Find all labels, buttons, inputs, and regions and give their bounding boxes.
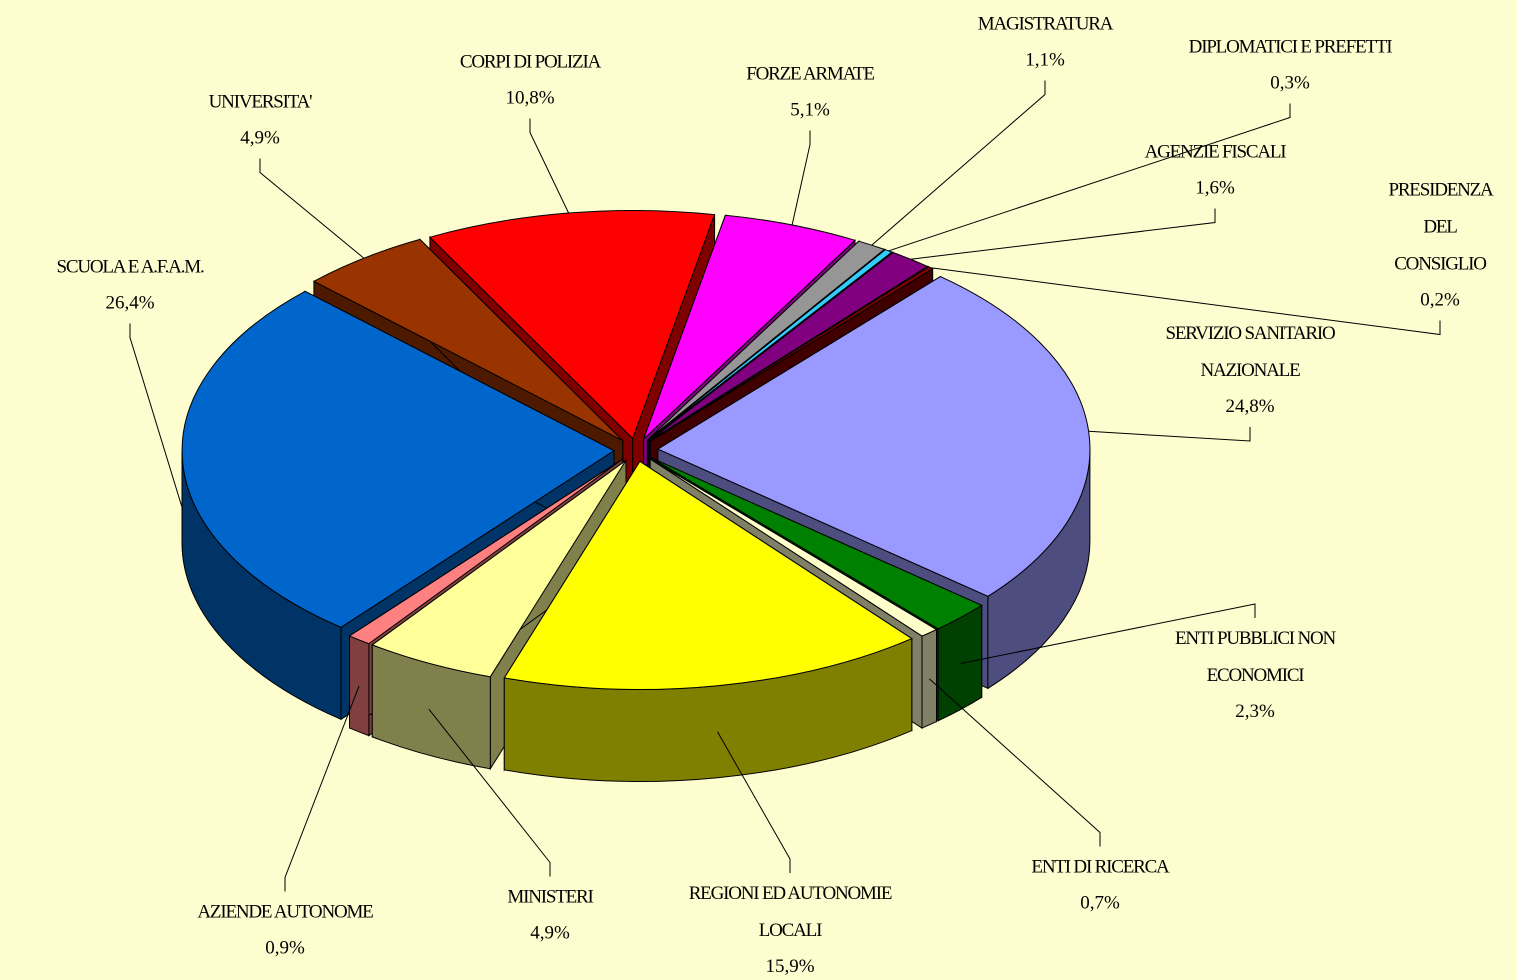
leader-line xyxy=(129,323,184,510)
leader-line xyxy=(888,103,1291,252)
value-label: 26,4% xyxy=(105,292,155,314)
category-label: MAGISTRATURA xyxy=(977,13,1114,35)
slice-label: ENTI DI RICERCA 0,7% xyxy=(1031,849,1169,922)
slice xyxy=(371,459,627,678)
slice-label: SERVIZIO SANITARIO NAZIONALE 24,8% xyxy=(1165,315,1335,425)
leader-line xyxy=(428,708,551,877)
slice-label: MAGISTRATURA 1,1% xyxy=(977,6,1114,79)
leader-line xyxy=(930,267,1441,336)
category-label: AZIENDE AUTONOME xyxy=(197,901,373,923)
slice xyxy=(650,266,934,442)
slice-label: CORPI DI POLIZIA 10,8% xyxy=(459,44,601,117)
slice xyxy=(651,457,983,630)
value-label: 10,8% xyxy=(505,87,555,109)
slice xyxy=(649,458,938,637)
value-label: 0,2% xyxy=(1420,289,1460,311)
category-label: CORPI DI POLIZIA xyxy=(459,51,601,73)
value-label: 4,9% xyxy=(530,922,570,944)
category-label: FORZE ARMATE xyxy=(746,63,875,85)
category-label: REGIONI ED AUTONOMIE LOCALI xyxy=(688,883,893,941)
category-label: SERVIZIO SANITARIO NAZIONALE xyxy=(1165,323,1335,381)
leader-line xyxy=(791,130,811,226)
category-label: SCUOLA E A.F.A.M. xyxy=(56,256,204,278)
leader-line xyxy=(259,158,365,259)
category-label: ENTI DI RICERCA xyxy=(1031,856,1169,878)
slice-label: SCUOLA E A.F.A.M. 26,4% xyxy=(56,249,204,322)
value-label: 0,9% xyxy=(265,937,305,959)
value-label: 5,1% xyxy=(790,99,830,121)
category-label: MINISTERI xyxy=(507,886,593,908)
value-label: 0,7% xyxy=(1080,892,1120,914)
slice xyxy=(348,458,623,645)
slice-label: UNIVERSITA' 4,9% xyxy=(208,84,313,157)
slice xyxy=(647,249,893,441)
value-label: 0,3% xyxy=(1270,72,1310,94)
slice-label: REGIONI ED AUTONOMIE LOCALI 15,9% xyxy=(688,875,893,980)
category-label: DIPLOMATICI E PREFETTI xyxy=(1188,36,1393,58)
value-label: 4,9% xyxy=(240,127,280,149)
leader-line xyxy=(910,208,1216,260)
value-label: 2,3% xyxy=(1235,701,1275,722)
leader-line xyxy=(284,685,360,892)
value-label: 24,8% xyxy=(1225,396,1275,417)
category-label: UNIVERSITA' xyxy=(208,91,313,113)
slice xyxy=(428,209,716,440)
slice xyxy=(181,290,615,628)
slice-label: AZIENDE AUTONOME 0,9% xyxy=(197,894,373,967)
category-label: ENTI PUBBLICI NON ECONOMICI xyxy=(1174,628,1336,686)
slice-side xyxy=(921,628,937,729)
slice xyxy=(643,214,856,440)
leader-line xyxy=(960,603,1256,664)
leader-line xyxy=(529,118,570,214)
leader-line xyxy=(717,731,791,873)
value-label: 1,6% xyxy=(1195,177,1235,199)
slice xyxy=(656,276,1091,597)
slice-label: PRESIDENZA DEL CONSIGLIO 0,2% xyxy=(1388,172,1493,319)
slice-label: ENTI PUBBLICI NON ECONOMICI 2,3% xyxy=(1174,620,1336,730)
slice-label: AGENZIE FISCALI 1,6% xyxy=(1144,134,1287,207)
slice-label: MINISTERI 4,9% xyxy=(507,879,593,952)
leader-line xyxy=(929,678,1101,847)
slice-label: DIPLOMATICI E PREFETTI 0,3% xyxy=(1188,29,1393,102)
slice-side xyxy=(349,635,370,737)
slice xyxy=(503,460,913,690)
value-label: 1,1% xyxy=(1025,49,1065,71)
leader-line xyxy=(1088,427,1251,442)
value-label: 15,9% xyxy=(765,956,815,977)
leader-line xyxy=(871,80,1046,246)
slice-label: FORZE ARMATE 5,1% xyxy=(746,56,875,129)
category-label: PRESIDENZA DEL CONSIGLIO xyxy=(1388,179,1493,275)
category-label: AGENZIE FISCALI xyxy=(1144,141,1287,163)
